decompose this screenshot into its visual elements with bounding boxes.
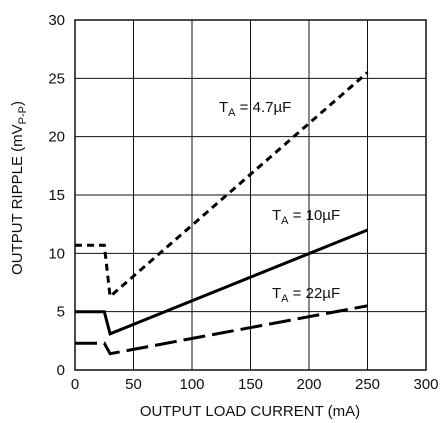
y-tick-label: 15 — [48, 187, 65, 204]
y-tick-label: 10 — [48, 245, 65, 262]
y-tick-labels: 0 5 10 15 20 25 30 — [48, 12, 65, 379]
x-tick-label: 150 — [238, 376, 263, 393]
y-tick-label: 5 — [57, 304, 65, 321]
x-tick-labels: 0 50 100 150 200 250 300 — [71, 376, 439, 393]
plot-frame — [74, 19, 427, 371]
x-axis-title: OUTPUT LOAD CURRENT (mA) — [140, 403, 360, 420]
series-line-22uf — [75, 304, 368, 356]
x-tick-label: 300 — [413, 376, 438, 393]
series-label-10uf: TA = 10µF — [272, 207, 340, 227]
x-tick-label: 0 — [71, 376, 79, 393]
x-tick-label: 50 — [125, 376, 142, 393]
y-tick-label: 20 — [48, 129, 65, 146]
y-tick-label: 0 — [57, 362, 65, 379]
y-tick-label: 25 — [48, 70, 65, 87]
series-line-10uf — [75, 228, 369, 336]
series-label-22uf: TA = 22µF — [272, 285, 340, 305]
series-lines — [75, 71, 369, 356]
y-tick-label: 30 — [48, 12, 65, 29]
y-axis-title: OUTPUT RIPPLE (mVP-P) — [9, 101, 29, 275]
series-line-4-7uf — [75, 71, 369, 300]
x-tick-label: 250 — [355, 376, 380, 393]
x-tick-label: 100 — [179, 376, 204, 393]
series-label-4-7uf: TA = 4.7µF — [219, 99, 291, 119]
grid — [75, 20, 426, 370]
x-tick-label: 200 — [296, 376, 321, 393]
